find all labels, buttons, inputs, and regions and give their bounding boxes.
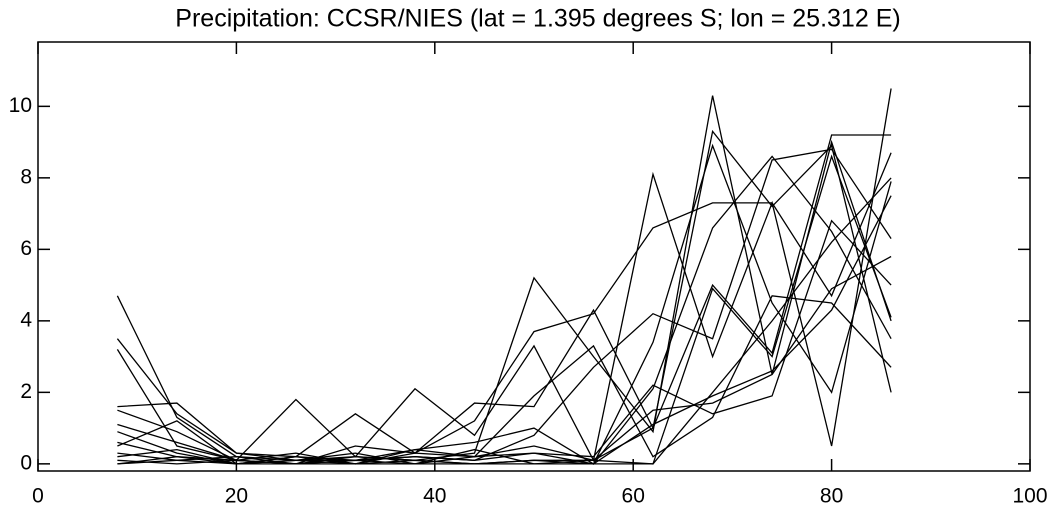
chart-title: Precipitation: CCSR/NIES (lat = 1.395 de… [175, 5, 900, 33]
series-line [117, 143, 892, 465]
y-tick-label: 6 [20, 237, 32, 260]
y-tick-label: 8 [20, 165, 32, 188]
series-line [116, 88, 892, 463]
x-tick-label: 100 [1012, 485, 1047, 508]
y-tick-label: 10 [9, 94, 32, 117]
plot-frame [37, 41, 1031, 472]
y-tick-label: 2 [20, 380, 32, 403]
series-line [116, 129, 892, 465]
y-tick-label: 4 [20, 308, 32, 331]
series-line [117, 295, 892, 465]
series-line [117, 134, 892, 458]
x-tick-label: 0 [32, 485, 44, 508]
x-tick-label: 20 [225, 485, 248, 508]
y-tick-label: 0 [20, 451, 32, 474]
series-line [117, 255, 892, 465]
series-line [117, 177, 892, 465]
series-line [117, 195, 892, 465]
x-tick-label: 60 [622, 485, 645, 508]
x-tick-label: 40 [423, 485, 446, 508]
series-line [116, 95, 892, 461]
series-line [117, 219, 892, 465]
x-tick-label: 80 [820, 485, 843, 508]
series-line [117, 154, 892, 465]
